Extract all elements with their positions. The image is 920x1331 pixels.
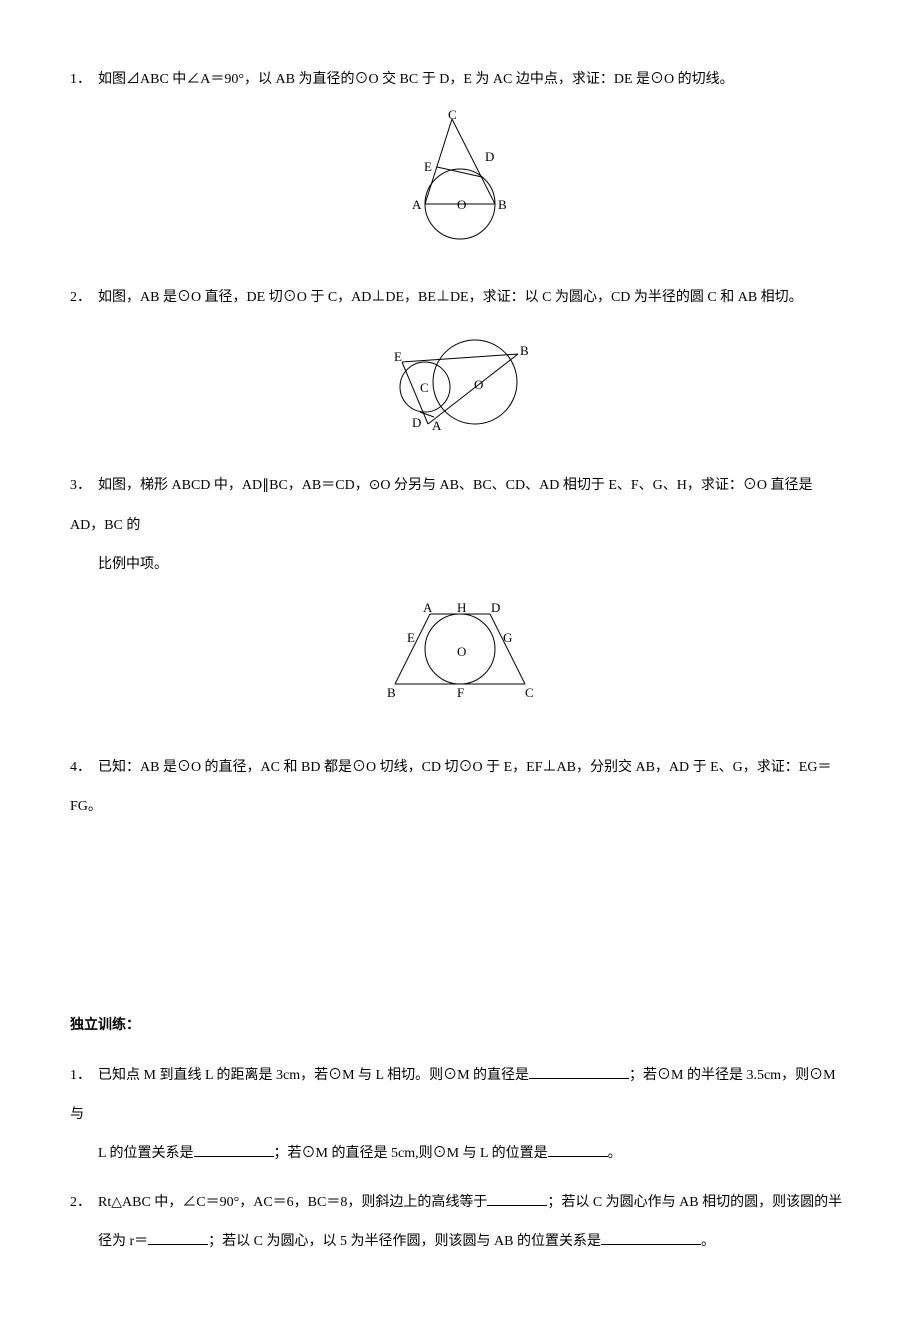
figure-2: A B C D E O xyxy=(70,327,850,441)
training-1-blank3 xyxy=(548,1142,608,1157)
section-title: 独立训练： xyxy=(70,1006,850,1045)
fig3-label-D: D xyxy=(491,600,500,615)
fig1-label-B: B xyxy=(498,197,507,212)
fig1-label-O: O xyxy=(457,197,466,212)
problem-3-text: 3．如图，梯形 ABCD 中，AD∥BC，AB＝CD，⊙O 分另与 AB、BC、… xyxy=(70,466,850,544)
problem-3-body-a: 如图，梯形 ABCD 中，AD∥BC，AB＝CD，⊙O 分另与 AB、BC、CD… xyxy=(70,478,813,532)
training-2: 2．Rt△ABC 中，∠C＝90°，AC＝6，BC＝8，则斜边上的高线等于 ；若以… xyxy=(70,1183,850,1261)
fig2-label-B: B xyxy=(520,343,529,358)
problem-1-body: 如图⊿ABC 中∠A＝90°，以 AB 为直径的⊙O 交 BC 于 D，E 为 … xyxy=(98,72,734,87)
fig1-label-A: A xyxy=(412,197,422,212)
problem-4: 4．已知：AB 是⊙O 的直径，AC 和 BD 都是⊙O 切线，CD 切⊙O 于… xyxy=(70,748,850,826)
problem-3: 3．如图，梯形 ABCD 中，AD∥BC，AB＝CD，⊙O 分另与 AB、BC、… xyxy=(70,466,850,584)
training-1-a: 已知点 M 到直线 L 的距离是 3cm，若⊙M 与 L 相切。则⊙M 的直径是 xyxy=(98,1068,529,1083)
training-2-num: 2． xyxy=(70,1183,98,1222)
fig1-label-E: E xyxy=(424,159,432,174)
training-2-c: 径为 r＝ xyxy=(98,1234,148,1249)
training-1-blank1 xyxy=(529,1064,629,1079)
training-2-b: ；若以 C 为圆心作与 AB 相切的圆，则该圆的半 xyxy=(547,1195,842,1210)
fig3-label-H: H xyxy=(457,600,466,615)
problem-4-text: 4．已知：AB 是⊙O 的直径，AC 和 BD 都是⊙O 切线，CD 切⊙O 于… xyxy=(70,748,850,826)
problem-2-body: 如图，AB 是⊙O 直径，DE 切⊙O 于 C，AD⊥DE，BE⊥DE，求证：以… xyxy=(98,290,803,305)
training-2-d: ；若以 C 为圆心，以 5 为半径作圆，则该圆与 AB 的位置关系是 xyxy=(208,1234,601,1249)
training-1-line2: L 的位置关系是 ；若⊙M 的直径是 5cm,则⊙M 与 L 的位置是 。 xyxy=(70,1134,850,1173)
problem-4-num: 4． xyxy=(70,748,98,787)
fig2-label-E: E xyxy=(394,349,402,364)
training-1-e: 。 xyxy=(608,1146,622,1161)
training-2-e: 。 xyxy=(701,1234,715,1249)
figure-1: A B C D E O xyxy=(70,109,850,253)
problem-1-num: 1． xyxy=(70,60,98,99)
fig3-label-B: B xyxy=(387,685,396,700)
problem-3-num: 3． xyxy=(70,466,98,505)
fig3-label-C: C xyxy=(525,685,534,700)
training-2-line1: 2．Rt△ABC 中，∠C＝90°，AC＝6，BC＝8，则斜边上的高线等于 ；若以… xyxy=(70,1183,850,1222)
fig2-label-A: A xyxy=(432,418,442,433)
problem-3-text-b: 比例中项。 xyxy=(70,545,850,584)
training-1-num: 1． xyxy=(70,1056,98,1095)
problem-4-body: 已知：AB 是⊙O 的直径，AC 和 BD 都是⊙O 切线，CD 切⊙O 于 E… xyxy=(70,760,831,814)
fig3-label-G: G xyxy=(503,630,512,645)
training-2-blank1 xyxy=(487,1191,547,1206)
fig3-label-O: O xyxy=(457,644,466,659)
problem-2-text: 2．如图，AB 是⊙O 直径，DE 切⊙O 于 C，AD⊥DE，BE⊥DE，求证… xyxy=(70,278,850,317)
training-2-blank3 xyxy=(601,1230,701,1245)
problem-2-num: 2． xyxy=(70,278,98,317)
training-1-line1: 1．已知点 M 到直线 L 的距离是 3cm，若⊙M 与 L 相切。则⊙M 的直… xyxy=(70,1056,850,1134)
fig3-label-A: A xyxy=(423,600,433,615)
problem-1-text: 1．如图⊿ABC 中∠A＝90°，以 AB 为直径的⊙O 交 BC 于 D，E … xyxy=(70,60,850,99)
figure-2-svg: A B C D E O xyxy=(370,327,550,437)
fig3-label-F: F xyxy=(457,685,464,700)
training-2-line2: 径为 r＝ ；若以 C 为圆心，以 5 为半径作圆，则该圆与 AB 的位置关系是 。 xyxy=(70,1222,850,1261)
problem-1: 1．如图⊿ABC 中∠A＝90°，以 AB 为直径的⊙O 交 BC 于 D，E … xyxy=(70,60,850,99)
training-1-c: L 的位置关系是 xyxy=(98,1146,194,1161)
training-1-d: ；若⊙M 的直径是 5cm,则⊙M 与 L 的位置是 xyxy=(274,1146,548,1161)
fig2-label-O: O xyxy=(474,377,483,392)
training-1: 1．已知点 M 到直线 L 的距离是 3cm，若⊙M 与 L 相切。则⊙M 的直… xyxy=(70,1056,850,1174)
training-2-a: Rt△ABC 中，∠C＝90°，AC＝6，BC＝8，则斜边上的高线等于 xyxy=(98,1195,487,1210)
training-2-blank2 xyxy=(148,1230,208,1245)
figure-1-svg: A B C D E O xyxy=(390,109,530,249)
fig2-label-D: D xyxy=(412,415,421,430)
problem-2: 2．如图，AB 是⊙O 直径，DE 切⊙O 于 C，AD⊥DE，BE⊥DE，求证… xyxy=(70,278,850,317)
figure-3-svg: A B C D E F G H O xyxy=(375,594,545,704)
fig2-label-C: C xyxy=(420,380,429,395)
figure-3: A B C D E F G H O xyxy=(70,594,850,708)
fig1-label-C: C xyxy=(448,109,457,122)
training-1-blank2 xyxy=(194,1142,274,1157)
fig1-label-D: D xyxy=(485,149,494,164)
fig3-label-E: E xyxy=(407,630,415,645)
